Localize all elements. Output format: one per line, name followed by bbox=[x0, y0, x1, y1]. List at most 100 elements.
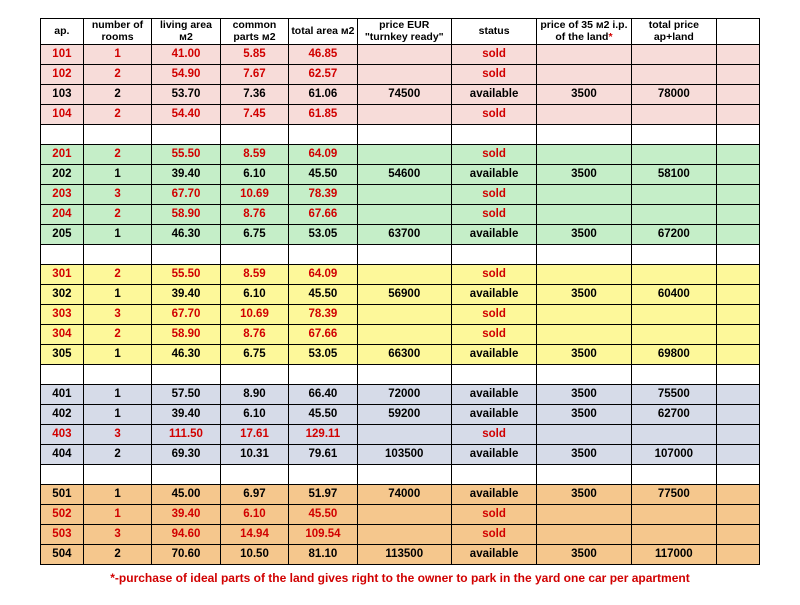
col-header-6: status bbox=[451, 19, 537, 45]
cell-rooms: 1 bbox=[83, 485, 151, 505]
cell-price: 63700 bbox=[357, 225, 451, 245]
footnote: *-purchase of ideal parts of the land gi… bbox=[40, 571, 760, 587]
cell-living: 45.00 bbox=[152, 485, 220, 505]
cell-price bbox=[357, 145, 451, 165]
cell-price bbox=[357, 205, 451, 225]
table-row: 404269.3010.3179.61103500available350010… bbox=[41, 445, 760, 465]
cell-living: 39.40 bbox=[152, 285, 220, 305]
cell-living: 58.90 bbox=[152, 205, 220, 225]
cell-rooms: 1 bbox=[83, 165, 151, 185]
cell-price bbox=[357, 305, 451, 325]
cell-land: 3500 bbox=[537, 405, 631, 425]
cell-total: 79.61 bbox=[289, 445, 357, 465]
cell-land bbox=[537, 145, 631, 165]
table-row: 205146.306.7553.0563700available35006720… bbox=[41, 225, 760, 245]
cell-ap: 202 bbox=[41, 165, 84, 185]
cell-living: 41.00 bbox=[152, 45, 220, 65]
cell-living: 57.50 bbox=[152, 385, 220, 405]
cell-tot bbox=[631, 305, 717, 325]
cell-land bbox=[537, 425, 631, 445]
cell-common: 7.67 bbox=[220, 65, 288, 85]
cell-price: 59200 bbox=[357, 405, 451, 425]
col-header-2: living area м2 bbox=[152, 19, 220, 45]
cell-empty bbox=[717, 285, 760, 305]
cell-tot bbox=[631, 185, 717, 205]
cell-living: 67.70 bbox=[152, 305, 220, 325]
cell-tot: 77500 bbox=[631, 485, 717, 505]
cell-tot bbox=[631, 105, 717, 125]
cell-rooms: 3 bbox=[83, 525, 151, 545]
cell-common: 14.94 bbox=[220, 525, 288, 545]
cell-ap: 103 bbox=[41, 85, 84, 105]
cell-rooms: 1 bbox=[83, 505, 151, 525]
cell-ap: 205 bbox=[41, 225, 84, 245]
cell-rooms: 2 bbox=[83, 445, 151, 465]
cell-ap: 504 bbox=[41, 545, 84, 565]
cell-rooms: 3 bbox=[83, 185, 151, 205]
cell-common: 8.90 bbox=[220, 385, 288, 405]
cell-status: sold bbox=[451, 325, 537, 345]
cell-total: 64.09 bbox=[289, 265, 357, 285]
cell-empty bbox=[717, 405, 760, 425]
cell-living: 111.50 bbox=[152, 425, 220, 445]
cell-common: 10.31 bbox=[220, 445, 288, 465]
cell-price bbox=[357, 265, 451, 285]
cell-total: 81.10 bbox=[289, 545, 357, 565]
cell-total: 53.05 bbox=[289, 225, 357, 245]
cell-living: 70.60 bbox=[152, 545, 220, 565]
cell-living: 54.40 bbox=[152, 105, 220, 125]
cell-price bbox=[357, 105, 451, 125]
cell-total: 51.97 bbox=[289, 485, 357, 505]
table-body: 101141.005.8546.85sold102254.907.6762.57… bbox=[41, 45, 760, 565]
cell-ap: 502 bbox=[41, 505, 84, 525]
cell-status: sold bbox=[451, 505, 537, 525]
cell-status: sold bbox=[451, 105, 537, 125]
cell-rooms: 2 bbox=[83, 65, 151, 85]
table-row: 501145.006.9751.9774000available35007750… bbox=[41, 485, 760, 505]
cell-land: 3500 bbox=[537, 445, 631, 465]
cell-empty bbox=[717, 485, 760, 505]
cell-tot: 58100 bbox=[631, 165, 717, 185]
cell-ap: 302 bbox=[41, 285, 84, 305]
col-header-8: total price ap+land bbox=[631, 19, 717, 45]
cell-status: sold bbox=[451, 145, 537, 165]
cell-land bbox=[537, 185, 631, 205]
spacer-row bbox=[41, 365, 760, 385]
cell-rooms: 2 bbox=[83, 105, 151, 125]
header-row: ap.number of roomsliving area м2common p… bbox=[41, 19, 760, 45]
cell-living: 54.90 bbox=[152, 65, 220, 85]
cell-price bbox=[357, 525, 451, 545]
col-header-3: common parts м2 bbox=[220, 19, 288, 45]
cell-land: 3500 bbox=[537, 165, 631, 185]
table-row: 103253.707.3661.0674500available35007800… bbox=[41, 85, 760, 105]
cell-ap: 102 bbox=[41, 65, 84, 85]
cell-common: 6.75 bbox=[220, 345, 288, 365]
cell-land: 3500 bbox=[537, 385, 631, 405]
cell-empty bbox=[717, 45, 760, 65]
cell-total: 61.06 bbox=[289, 85, 357, 105]
cell-living: 39.40 bbox=[152, 505, 220, 525]
cell-tot bbox=[631, 145, 717, 165]
table-row: 203367.7010.6978.39sold bbox=[41, 185, 760, 205]
table-row: 502139.406.1045.50sold bbox=[41, 505, 760, 525]
cell-status: available bbox=[451, 285, 537, 305]
cell-status: available bbox=[451, 405, 537, 425]
cell-common: 6.10 bbox=[220, 165, 288, 185]
cell-total: 66.40 bbox=[289, 385, 357, 405]
cell-price: 72000 bbox=[357, 385, 451, 405]
cell-ap: 404 bbox=[41, 445, 84, 465]
table-row: 503394.6014.94109.54sold bbox=[41, 525, 760, 545]
cell-price bbox=[357, 185, 451, 205]
price-table: ap.number of roomsliving area м2common p… bbox=[40, 18, 760, 565]
cell-living: 69.30 bbox=[152, 445, 220, 465]
cell-total: 109.54 bbox=[289, 525, 357, 545]
cell-living: 53.70 bbox=[152, 85, 220, 105]
cell-land: 3500 bbox=[537, 285, 631, 305]
cell-empty bbox=[717, 185, 760, 205]
cell-total: 46.85 bbox=[289, 45, 357, 65]
cell-empty bbox=[717, 65, 760, 85]
cell-empty bbox=[717, 525, 760, 545]
cell-common: 17.61 bbox=[220, 425, 288, 445]
cell-tot: 60400 bbox=[631, 285, 717, 305]
cell-tot bbox=[631, 45, 717, 65]
